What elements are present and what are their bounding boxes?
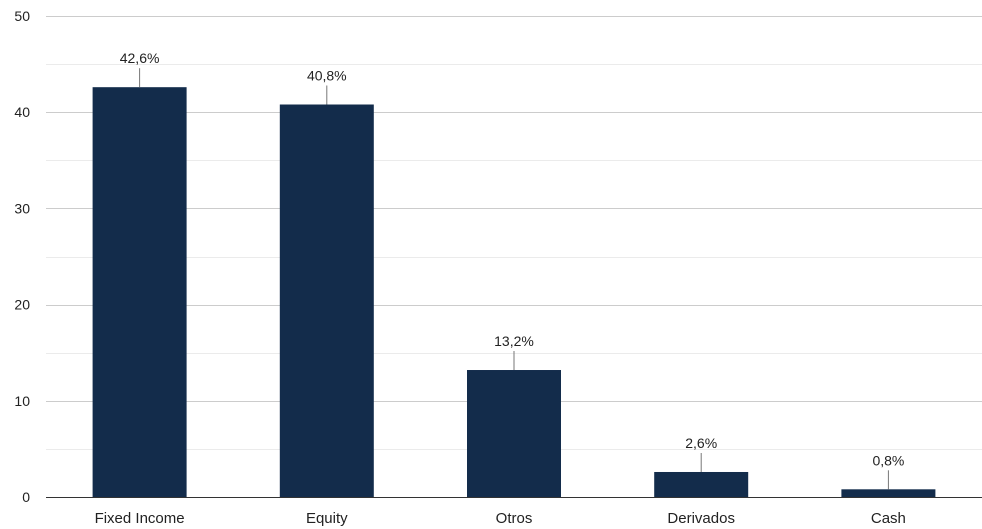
bar — [654, 471, 749, 497]
y-tick-label: 40 — [14, 104, 30, 120]
data-label: 0,8% — [872, 452, 904, 468]
data-label: 13,2% — [494, 333, 534, 349]
y-tick-label: 0 — [22, 489, 30, 505]
x-category-label: Equity — [306, 510, 348, 527]
x-category-label: Derivados — [667, 510, 735, 527]
y-tick-label: 50 — [14, 8, 30, 24]
y-tick-label: 30 — [14, 200, 30, 216]
x-category-label: Fixed Income — [95, 510, 185, 527]
x-axis-categories: Fixed Income Equity Otros Derivados Cash — [95, 510, 906, 527]
data-label-leaders — [139, 68, 889, 490]
bar — [279, 104, 374, 497]
x-category-label: Otros — [496, 510, 533, 527]
bar — [467, 370, 561, 497]
y-tick-label: 20 — [14, 297, 30, 313]
x-category-label: Cash — [871, 510, 906, 527]
bar — [841, 489, 936, 497]
data-label: 2,6% — [685, 435, 717, 451]
data-label: 40,8% — [307, 68, 347, 84]
y-axis-ticks: 0 10 20 30 40 50 — [14, 8, 30, 505]
bars — [92, 87, 936, 498]
data-labels: 42,6% 40,8% 13,2% 2,6% 0,8% — [120, 50, 905, 468]
y-tick-label: 10 — [14, 393, 30, 409]
bar — [92, 87, 187, 498]
gridlines — [46, 16, 982, 450]
data-label: 42,6% — [120, 50, 160, 66]
